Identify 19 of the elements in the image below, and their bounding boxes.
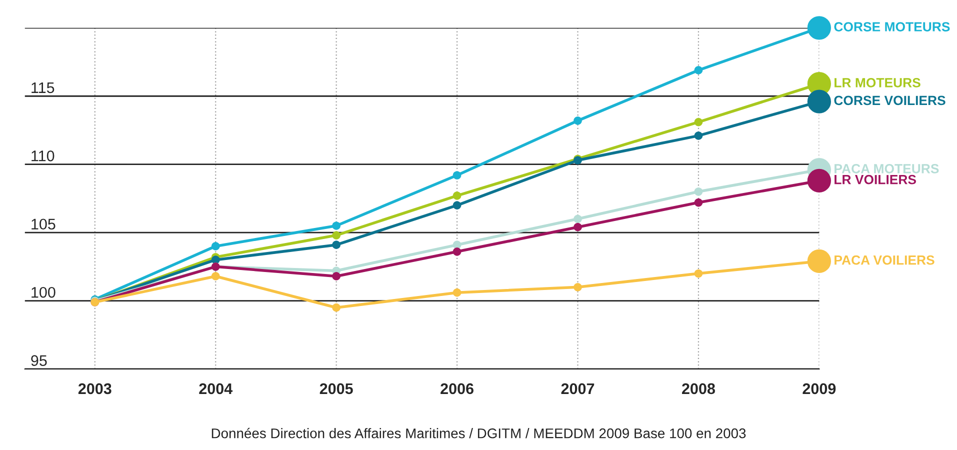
text: Données Direction des Affaires Maritimes / DGITM / MEEDDM 2009 Base 100 en 2003	[212, 428, 746, 438]
y-tick-label: 110	[32, 150, 54, 162]
y-tick-label: 105	[32, 218, 56, 230]
x-tick-label: 2009	[802, 383, 836, 394]
x-tick-label: 2004	[199, 383, 233, 394]
x-tick-label: 2003	[78, 383, 112, 394]
series-label: LR VOILIERS	[834, 174, 916, 184]
y-tick-label: 115	[32, 82, 54, 94]
x-tick-label: 2006	[440, 383, 474, 394]
series-label: PACA MOTEURS	[834, 164, 939, 174]
series-label: PACA VOILIERS	[834, 255, 934, 265]
x-tick-label: 2007	[561, 383, 594, 394]
x-tick-label: 2005	[320, 383, 353, 394]
y-tick-label: 95	[31, 355, 47, 366]
series-label: CORSE MOTEURS	[834, 22, 950, 32]
series-label: LR MOTEURS	[834, 78, 920, 88]
y-tick-label: 100	[32, 286, 56, 298]
series-label: CORSE VOILIERS	[834, 96, 946, 106]
x-tick-label: 2008	[682, 383, 716, 394]
